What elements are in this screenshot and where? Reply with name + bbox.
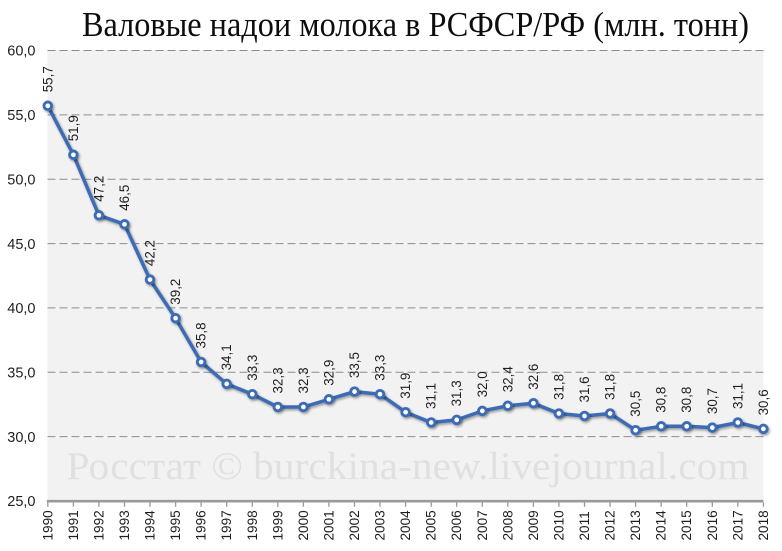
svg-text:47,2: 47,2 [91, 176, 106, 202]
svg-text:35,0: 35,0 [7, 366, 35, 382]
svg-text:30,6: 30,6 [756, 389, 771, 415]
svg-text:2006: 2006 [449, 510, 464, 540]
svg-text:2014: 2014 [654, 510, 669, 541]
svg-text:Валовые надои молока в РСФСР/Р: Валовые надои молока в РСФСР/РФ (млн. то… [82, 5, 749, 44]
svg-text:1994: 1994 [143, 510, 158, 541]
svg-text:35,8: 35,8 [194, 322, 209, 348]
svg-text:25,0: 25,0 [7, 494, 35, 510]
svg-text:32,6: 32,6 [526, 364, 541, 390]
svg-text:2000: 2000 [296, 510, 311, 541]
svg-text:32,4: 32,4 [500, 366, 515, 393]
svg-text:32,3: 32,3 [270, 367, 285, 393]
svg-text:1991: 1991 [66, 510, 81, 540]
svg-text:1999: 1999 [270, 510, 285, 540]
svg-text:31,3: 31,3 [449, 380, 464, 406]
svg-text:2003: 2003 [373, 510, 388, 540]
svg-text:1990: 1990 [40, 510, 55, 541]
svg-text:31,9: 31,9 [398, 373, 413, 399]
svg-text:2012: 2012 [603, 510, 618, 540]
svg-text:2016: 2016 [705, 510, 720, 540]
svg-text:45,0: 45,0 [7, 237, 35, 253]
svg-text:55,0: 55,0 [7, 108, 35, 124]
svg-text:32,3: 32,3 [296, 367, 311, 393]
svg-text:33,3: 33,3 [373, 355, 388, 381]
svg-text:31,8: 31,8 [603, 374, 618, 400]
svg-text:30,0: 30,0 [7, 430, 35, 446]
svg-text:34,1: 34,1 [219, 344, 234, 370]
svg-text:31,8: 31,8 [551, 374, 566, 400]
svg-text:42,2: 42,2 [143, 240, 158, 266]
svg-text:55,7: 55,7 [40, 66, 55, 92]
svg-text:50,0: 50,0 [7, 172, 35, 188]
svg-text:1998: 1998 [245, 510, 260, 540]
svg-text:39,2: 39,2 [168, 279, 183, 305]
svg-text:2010: 2010 [551, 510, 566, 541]
svg-text:1995: 1995 [168, 510, 183, 540]
svg-text:2017: 2017 [730, 510, 745, 540]
svg-text:2008: 2008 [500, 510, 515, 540]
svg-text:32,0: 32,0 [475, 371, 490, 397]
svg-text:1993: 1993 [117, 510, 132, 540]
svg-text:30,8: 30,8 [679, 387, 694, 413]
svg-text:46,5: 46,5 [117, 185, 132, 211]
svg-text:1992: 1992 [91, 510, 106, 540]
svg-text:2002: 2002 [347, 510, 362, 540]
svg-text:2001: 2001 [321, 510, 336, 540]
svg-text:2018: 2018 [756, 510, 771, 540]
svg-text:30,5: 30,5 [628, 391, 643, 417]
svg-text:51,9: 51,9 [66, 115, 81, 141]
svg-text:40,0: 40,0 [7, 301, 35, 317]
svg-text:2005: 2005 [424, 510, 439, 540]
svg-text:31,6: 31,6 [577, 376, 592, 402]
svg-text:1996: 1996 [194, 510, 209, 540]
svg-text:33,3: 33,3 [245, 355, 260, 381]
svg-text:2004: 2004 [398, 510, 413, 541]
svg-text:31,1: 31,1 [424, 383, 439, 409]
svg-text:2007: 2007 [475, 510, 490, 540]
svg-text:2015: 2015 [679, 510, 694, 540]
svg-text:31,1: 31,1 [730, 383, 745, 409]
svg-text:30,8: 30,8 [654, 387, 669, 413]
svg-text:1997: 1997 [219, 510, 234, 540]
svg-text:2009: 2009 [526, 510, 541, 540]
svg-text:32,9: 32,9 [321, 360, 336, 386]
svg-text:33,5: 33,5 [347, 352, 362, 378]
svg-text:2013: 2013 [628, 510, 643, 540]
svg-text:2011: 2011 [577, 511, 592, 540]
svg-text:Росстат © burckina-new.livejou: Росстат © burckina-new.livejournal.com [67, 445, 750, 488]
svg-text:30,7: 30,7 [705, 388, 720, 414]
svg-text:60,0: 60,0 [7, 44, 35, 60]
